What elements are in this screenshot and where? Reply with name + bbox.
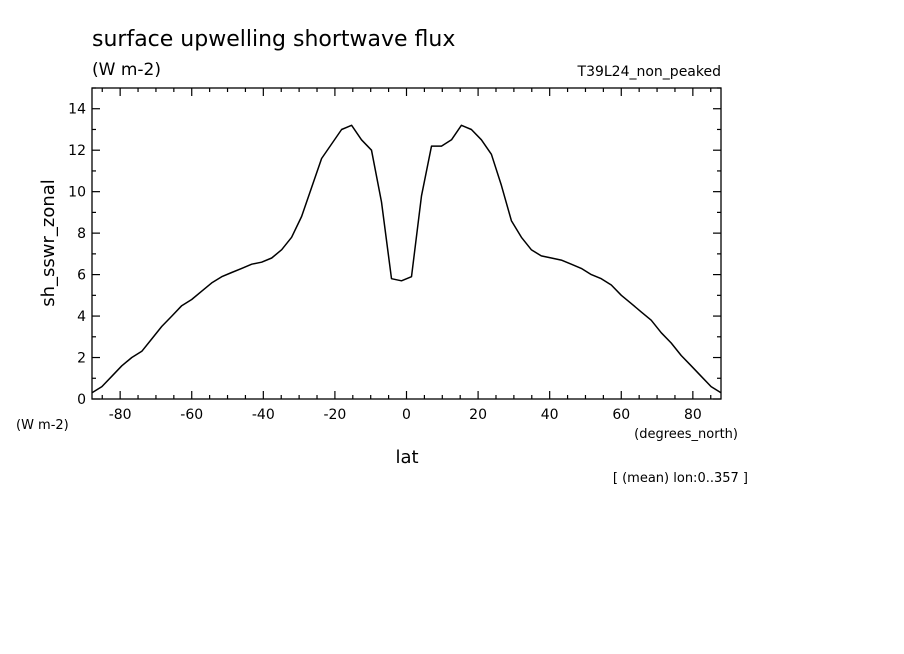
y-tick-label: 4 (77, 309, 86, 325)
axis-ticks (92, 87, 721, 400)
y-tick-label: 12 (68, 143, 86, 159)
x-tick-labels: -80 -60 -40 -20 0 20 40 60 80 (109, 407, 702, 423)
x-axis-label: lat (395, 447, 418, 468)
plot-frame (91, 87, 722, 400)
y-axis-label: sh_sswr_zonal (38, 179, 59, 307)
x-tick-label: -40 (252, 407, 275, 423)
x-axis-units: (degrees_north) (634, 427, 738, 442)
chart-subtitle-units: (W m-2) (92, 60, 161, 80)
y-tick-label: 14 (68, 102, 86, 118)
series-layer (91, 124, 722, 394)
y-tick-label: 2 (77, 351, 86, 367)
x-tick-label: -80 (109, 407, 132, 423)
x-tick-label: -20 (323, 407, 346, 423)
x-tick-label: -60 (180, 407, 203, 423)
y-axis-units: (W m-2) (16, 418, 69, 433)
x-tick-label: 40 (541, 407, 559, 423)
footnote: [ (mean) lon:0..357 ] (613, 471, 748, 486)
run-label: T39L24_non_peaked (577, 64, 721, 80)
x-tick-label: 80 (684, 407, 702, 423)
series-line (91, 124, 722, 394)
y-tick-label: 6 (77, 268, 86, 284)
chart-title: surface upwelling shortwave flux (92, 27, 455, 52)
x-tick-label: 20 (469, 407, 487, 423)
y-tick-label: 10 (68, 185, 86, 201)
x-tick-label: 60 (612, 407, 630, 423)
y-tick-label: 0 (77, 392, 86, 408)
x-tick-label: 0 (402, 407, 411, 423)
y-tick-labels: 0 2 4 6 8 10 12 14 (68, 102, 86, 408)
y-tick-label: 8 (77, 226, 86, 242)
